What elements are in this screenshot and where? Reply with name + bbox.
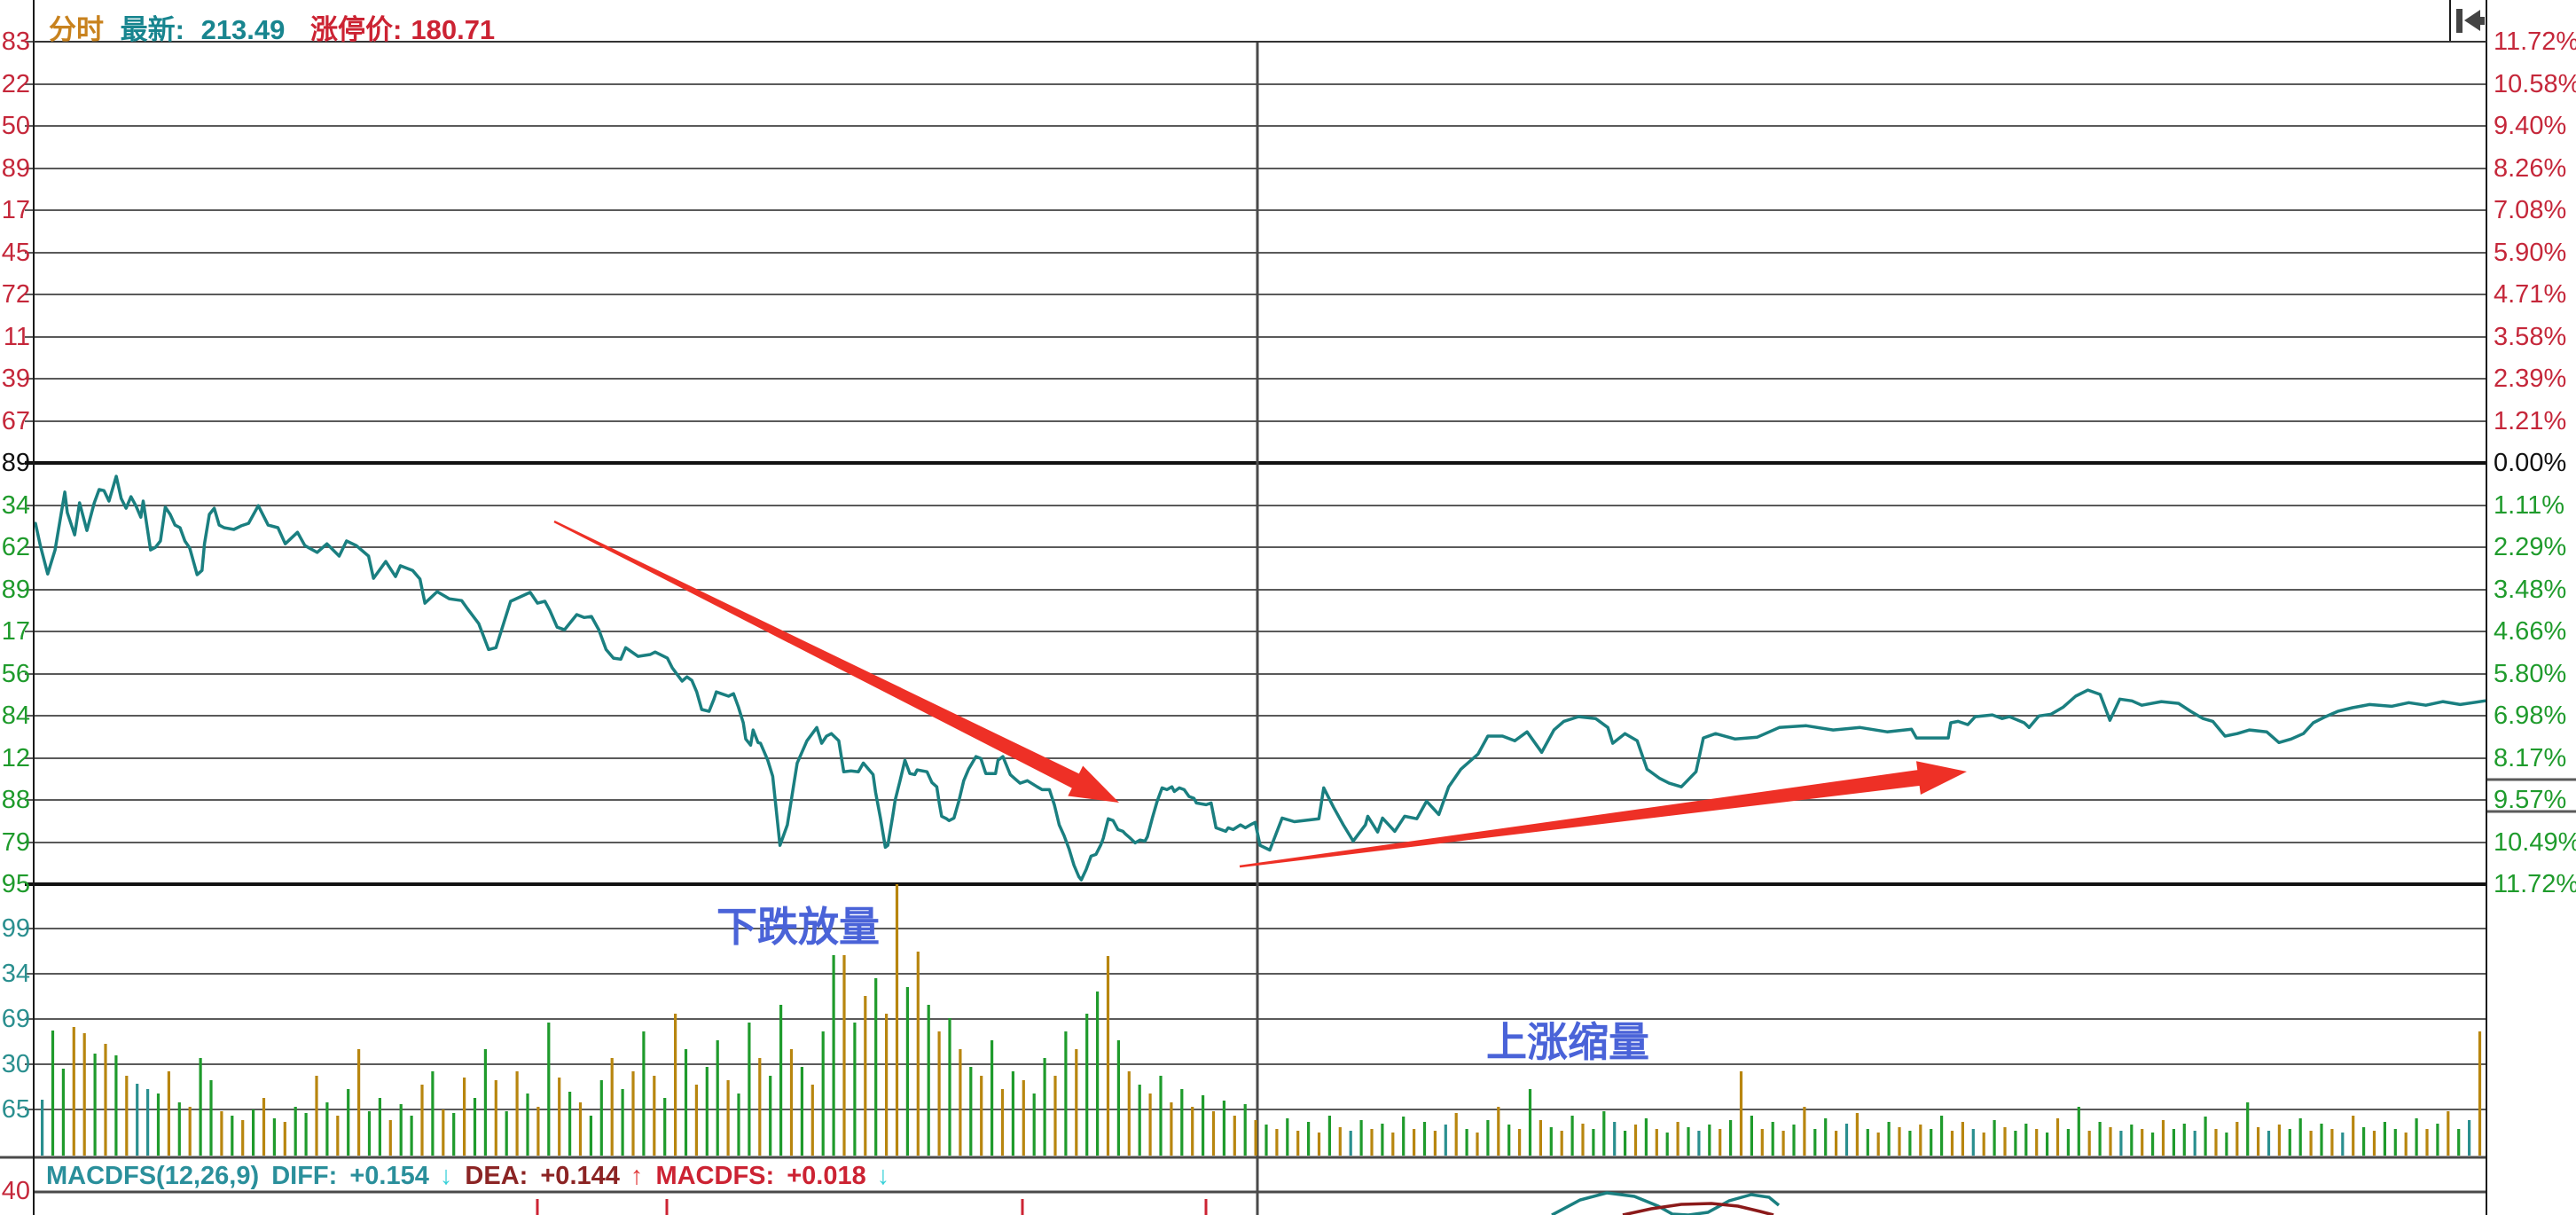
price-axis-right-label: 9.40% <box>2494 112 2567 140</box>
price-axis-left-label: 83 <box>1 27 30 56</box>
price-axis-left-label: 89 <box>1 575 30 604</box>
price-axis-left-label: 89 <box>1 449 30 477</box>
price-axis-right-label: 5.80% <box>2494 659 2567 688</box>
price-axis-right-label: 8.26% <box>2494 153 2567 183</box>
price-axis-right-label: 2.29% <box>2494 533 2567 561</box>
price-axis-right-label: 3.58% <box>2494 322 2567 351</box>
limit-up-value: 180.71 <box>411 14 496 45</box>
volume-axis-label: 34 <box>1 960 30 988</box>
limit-up-price: 涨停价: 180.71 <box>310 14 504 45</box>
price-axis-left-label: 34 <box>1 490 30 520</box>
macd-dea: DEA: +0.144 <box>465 1162 620 1190</box>
price-axis-right-label: 8.17% <box>2494 743 2567 772</box>
macd-diff: DIFF: +0.154 <box>271 1162 429 1190</box>
price-axis-left-label: 56 <box>1 659 30 688</box>
price-axis-right-label: 6.98% <box>2494 702 2567 730</box>
price-axis-right-label: 5.90% <box>2494 238 2567 267</box>
macd-value: MACDFS: +0.018 <box>655 1162 866 1190</box>
price-axis-left-label: 17 <box>1 617 30 646</box>
volume-axis-label: 69 <box>1 1005 30 1033</box>
price-axis-left-label: 12 <box>1 743 30 772</box>
price-axis-right-label: 3.48% <box>2494 575 2567 604</box>
price-axis-left-label: 88 <box>1 786 30 814</box>
annotation-fall-volume: 下跌放量 <box>716 904 880 950</box>
annotation-arrows <box>553 520 1967 868</box>
period-label[interactable]: 分时 <box>49 14 104 45</box>
price-axis-left-label: 22 <box>1 69 30 98</box>
price-axis-right-label: 10.58% <box>2494 69 2576 98</box>
price-axis-right-label: 4.71% <box>2494 280 2567 309</box>
price-axis-left-label: 95 <box>1 870 30 898</box>
latest-value: 213.49 <box>200 14 286 45</box>
latest-label: 最新: <box>120 14 184 45</box>
macd-status-row: MACDFS(12,26,9) DIFF: +0.154 ↓ DEA: +0.14… <box>46 1162 895 1191</box>
limit-up-label: 涨停价: <box>310 14 403 45</box>
price-axis-left-label: 84 <box>1 702 30 730</box>
price-axis-left-label: 11 <box>3 322 30 351</box>
price-axis-left-label: 72 <box>1 280 30 309</box>
price-axis-left-label: 39 <box>1 364 30 393</box>
macd-arrow-icon: ↓ <box>876 1162 890 1190</box>
price-axis-right-label: 7.08% <box>2494 196 2567 224</box>
macd-axis-label: 40 <box>1 1177 30 1205</box>
chart-header: 分时 最新: 213.49 涨停价: 180.71 <box>49 7 513 47</box>
price-axis-left-label: 79 <box>1 827 30 857</box>
annotation-rise-volume: 上涨缩量 <box>1486 1019 1649 1065</box>
price-axis-left-label: 62 <box>1 533 30 561</box>
price-axis-right-label: 1.21% <box>2494 406 2567 435</box>
price-axis-right-label: 0.00% <box>2494 449 2567 477</box>
volume-bars <box>41 884 2482 1156</box>
latest-price: 最新: 213.49 <box>121 14 294 45</box>
diff-arrow-icon: ↓ <box>439 1162 453 1190</box>
price-axis-left-label: 67 <box>1 406 30 435</box>
price-axis-left-label: 89 <box>1 153 30 183</box>
volume-axis-label: 99 <box>1 914 30 943</box>
price-axis-left-label: 17 <box>1 196 30 224</box>
price-axis-right-label: 4.66% <box>2494 617 2567 646</box>
price-axis-right-label: 10.49% <box>2494 827 2576 857</box>
macd-fragments <box>536 1191 1781 1215</box>
price-axis-right-label: 2.39% <box>2494 364 2567 393</box>
price-axis-right-label: 11.72% <box>2494 27 2576 56</box>
price-axis-right-label: 11.72% <box>2494 870 2576 898</box>
volume-axis-label: 65 <box>1 1095 30 1124</box>
skip-to-start-icon[interactable] <box>2456 9 2485 33</box>
volume-axis-label: 30 <box>1 1050 30 1078</box>
dea-arrow-icon: ↑ <box>630 1162 644 1190</box>
macd-indicator-label[interactable]: MACDFS(12,26,9) <box>46 1162 260 1190</box>
price-axis-right-label: 9.57% <box>2494 786 2567 814</box>
panel-borders <box>33 0 2487 1215</box>
gridlines <box>0 41 2576 1215</box>
price-line <box>34 474 2486 882</box>
price-axis-left-label: 45 <box>1 238 30 267</box>
price-axis-left-label: 50 <box>1 112 30 140</box>
price-axis-right-label: 1.11% <box>2494 490 2565 520</box>
